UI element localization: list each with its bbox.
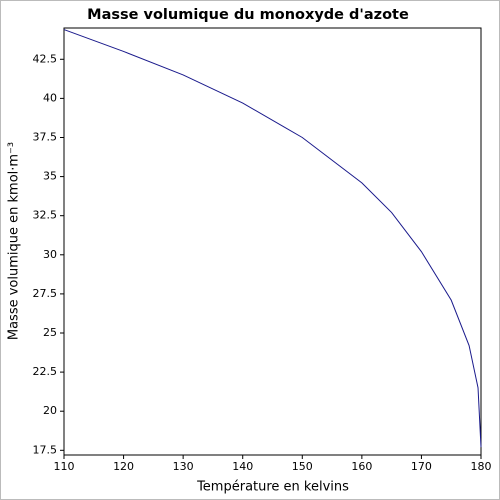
x-tick-label: 140 (232, 460, 253, 473)
y-axis-label: Masse volumique en kmol·m⁻³ (7, 142, 22, 340)
x-tick-label: 170 (411, 460, 432, 473)
y-tick-label: 22.5 (33, 365, 58, 378)
y-tick-label: 32.5 (33, 209, 58, 222)
x-tick-label: 180 (471, 460, 492, 473)
data-line (63, 29, 482, 448)
plot-area (63, 27, 482, 456)
y-tick-label: 42.5 (33, 52, 58, 65)
y-tick-label: 20 (43, 404, 57, 417)
chart-title: Masse volumique du monoxyde d'azote (87, 7, 409, 23)
y-tick-label: 30 (43, 248, 57, 261)
x-tick-label: 150 (292, 460, 313, 473)
x-tick-label: 130 (173, 460, 194, 473)
x-tick-label: 120 (113, 460, 134, 473)
y-tick-label: 27.5 (33, 287, 58, 300)
y-tick-label: 17.5 (33, 443, 58, 456)
y-tick-label: 25 (43, 326, 57, 339)
x-tick-label: 110 (54, 460, 75, 473)
y-tick-label: 37.5 (33, 130, 58, 143)
x-axis-label: Température en kelvins (196, 480, 349, 495)
y-tick-label: 35 (43, 170, 57, 183)
x-tick-label: 160 (351, 460, 372, 473)
y-tick-label: 40 (43, 91, 57, 104)
